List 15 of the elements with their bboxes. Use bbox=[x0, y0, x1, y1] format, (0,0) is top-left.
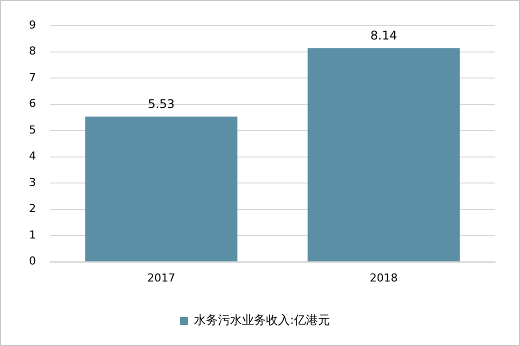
data-label: 5.53 bbox=[148, 96, 175, 111]
x-tick-label: 2017 bbox=[147, 271, 176, 284]
y-tick-label: 5 bbox=[29, 123, 36, 136]
y-tick-label: 2 bbox=[29, 202, 36, 216]
y-tick-label: 8 bbox=[29, 44, 36, 58]
y-tick-label: 0 bbox=[29, 254, 36, 268]
y-tick-label: 4 bbox=[29, 150, 36, 163]
y-tick-label: 1 bbox=[29, 228, 36, 242]
data-label: 8.14 bbox=[370, 28, 398, 42]
y-tick-label: 7 bbox=[29, 70, 36, 84]
x-tick-label: 2018 bbox=[370, 271, 398, 284]
y-tick-label: 9 bbox=[29, 18, 36, 32]
y-tick-label: 6 bbox=[29, 97, 36, 110]
y-tick-label: 3 bbox=[29, 176, 36, 189]
legend-label: 水务污水业务收入:亿港元 bbox=[194, 313, 330, 328]
